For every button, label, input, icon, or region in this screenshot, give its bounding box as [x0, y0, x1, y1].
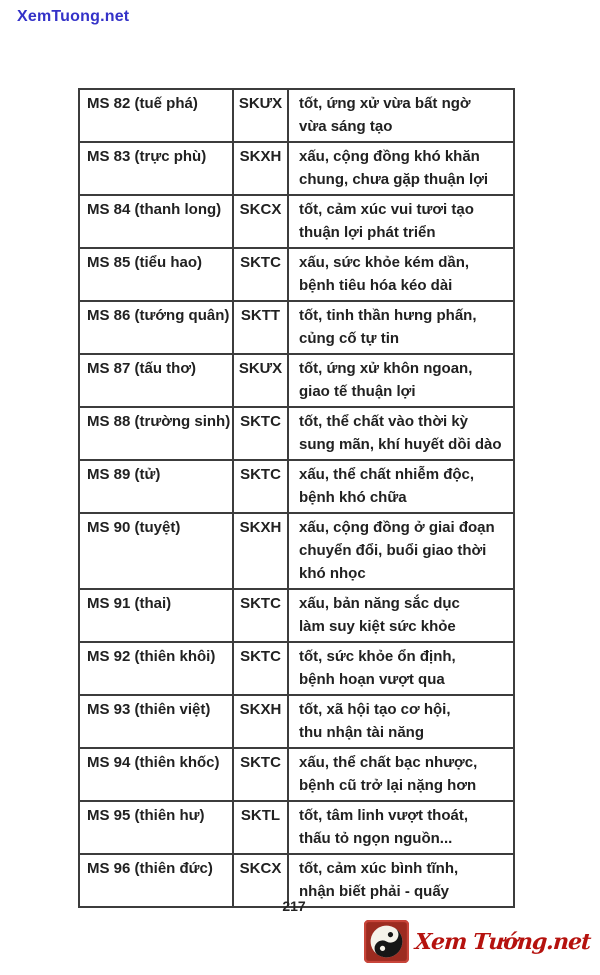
ms-name-cell: MS 92 (thiên khôi)	[78, 641, 234, 696]
ms-name-cell: MS 91 (thai)	[78, 588, 234, 643]
ms-code-cell: SKCX	[232, 853, 289, 908]
table-row: MS 84 (thanh long) SKCX tốt, cảm xúc vui…	[78, 194, 515, 249]
ms-name-cell: MS 88 (trường sinh)	[78, 406, 234, 461]
ms-desc-cell: tốt, ứng xử khôn ngoan, giao tế thuận lợ…	[287, 353, 515, 408]
ms-name-cell: MS 85 (tiểu hao)	[78, 247, 234, 302]
ms-code-cell: SKTC	[232, 247, 289, 302]
ms-name-cell: MS 89 (tử)	[78, 459, 234, 514]
ms-desc-cell: xấu, cộng đồng khó khăn chung, chưa gặp …	[287, 141, 515, 196]
page-number: 217	[282, 898, 306, 914]
ms-desc-cell: xấu, sức khỏe kém dần, bệnh tiêu hóa kéo…	[287, 247, 515, 302]
ms-desc-cell: xấu, bản năng sắc dục làm suy kiệt sức k…	[287, 588, 515, 643]
ms-code-cell: SKTC	[232, 747, 289, 802]
table-row: MS 92 (thiên khôi) SKTC tốt, sức khỏe ổn…	[78, 641, 515, 696]
ms-name-cell: MS 94 (thiên khốc)	[78, 747, 234, 802]
ms-desc-cell: tốt, xã hội tạo cơ hội, thu nhận tài năn…	[287, 694, 515, 749]
yin-yang-icon	[363, 919, 409, 964]
ms-desc-cell: tốt, tinh thần hưng phấn, củng cố tự tin	[287, 300, 515, 355]
table-row: MS 87 (tấu thơ) SKƯX tốt, ứng xử khôn ng…	[78, 353, 515, 408]
ms-desc-cell: xấu, cộng đồng ở giai đoạn chuyển đổi, b…	[287, 512, 515, 590]
ms-name-cell: MS 95 (thiên hư)	[78, 800, 234, 855]
ms-name-cell: MS 86 (tướng quân)	[78, 300, 234, 355]
ms-name-cell: MS 93 (thiên việt)	[78, 694, 234, 749]
ms-code-cell: SKTC	[232, 406, 289, 461]
ms-code-cell: SKXH	[232, 512, 289, 590]
ms-desc-cell: xấu, thể chất nhiễm độc, bệnh khó chữa	[287, 459, 515, 514]
table-row: MS 83 (trực phù) SKXH xấu, cộng đồng khó…	[78, 141, 515, 196]
table-row: MS 94 (thiên khốc) SKTC xấu, thể chất bạ…	[78, 747, 515, 802]
table-row: MS 88 (trường sinh) SKTC tốt, thể chất v…	[78, 406, 515, 461]
table-row: MS 89 (tử) SKTC xấu, thể chất nhiễm độc,…	[78, 459, 515, 514]
ms-desc-cell: tốt, cảm xúc bình tĩnh, nhận biết phải -…	[287, 853, 515, 908]
ms-desc-cell: tốt, cảm xúc vui tươi tạo thuận lợi phát…	[287, 194, 515, 249]
logo-text: Xem Tướng.net	[413, 928, 591, 955]
table-row: MS 90 (tuyệt) SKXH xấu, cộng đồng ở giai…	[78, 512, 515, 590]
ms-code-cell: SKTT	[232, 300, 289, 355]
ms-name-cell: MS 87 (tấu thơ)	[78, 353, 234, 408]
ms-name-cell: MS 82 (tuế phá)	[78, 88, 234, 143]
ms-name-cell: MS 84 (thanh long)	[78, 194, 234, 249]
table-row: MS 86 (tướng quân) SKTT tốt, tinh thần h…	[78, 300, 515, 355]
site-header-link[interactable]: XemTuong.net	[17, 8, 130, 25]
ms-code-cell: SKXH	[232, 141, 289, 196]
ms-code-cell: SKTC	[232, 588, 289, 643]
ms-name-cell: MS 90 (tuyệt)	[78, 512, 234, 590]
ms-codes-table: MS 82 (tuế phá) SKƯX tốt, ứng xử vừa bất…	[78, 88, 515, 908]
ms-desc-cell: tốt, thể chất vào thời kỳ sung mãn, khí …	[287, 406, 515, 461]
site-logo-link[interactable]: Xem Tướng.net	[363, 919, 591, 964]
ms-desc-cell: xấu, thể chất bạc nhược, bệnh cũ trở lại…	[287, 747, 515, 802]
table-row: MS 91 (thai) SKTC xấu, bản năng sắc dục …	[78, 588, 515, 643]
ms-code-cell: SKƯX	[232, 88, 289, 143]
ms-desc-cell: tốt, sức khỏe ổn định, bệnh hoạn vượt qu…	[287, 641, 515, 696]
ms-desc-cell: tốt, ứng xử vừa bất ngờ vừa sáng tạo	[287, 88, 515, 143]
ms-code-cell: SKTC	[232, 459, 289, 514]
ms-code-cell: SKTL	[232, 800, 289, 855]
ms-code-cell: SKCX	[232, 194, 289, 249]
table-row: MS 82 (tuế phá) SKƯX tốt, ứng xử vừa bất…	[78, 88, 515, 143]
table-row: MS 85 (tiểu hao) SKTC xấu, sức khỏe kém …	[78, 247, 515, 302]
ms-name-cell: MS 83 (trực phù)	[78, 141, 234, 196]
table-row: MS 95 (thiên hư) SKTL tốt, tâm linh vượt…	[78, 800, 515, 855]
ms-name-cell: MS 96 (thiên đức)	[78, 853, 234, 908]
table-row: MS 96 (thiên đức) SKCX tốt, cảm xúc bình…	[78, 853, 515, 908]
ms-code-cell: SKƯX	[232, 353, 289, 408]
table-row: MS 93 (thiên việt) SKXH tốt, xã hội tạo …	[78, 694, 515, 749]
ms-desc-cell: tốt, tâm linh vượt thoát, thấu tỏ ngọn n…	[287, 800, 515, 855]
ms-code-cell: SKXH	[232, 694, 289, 749]
ms-code-cell: SKTC	[232, 641, 289, 696]
